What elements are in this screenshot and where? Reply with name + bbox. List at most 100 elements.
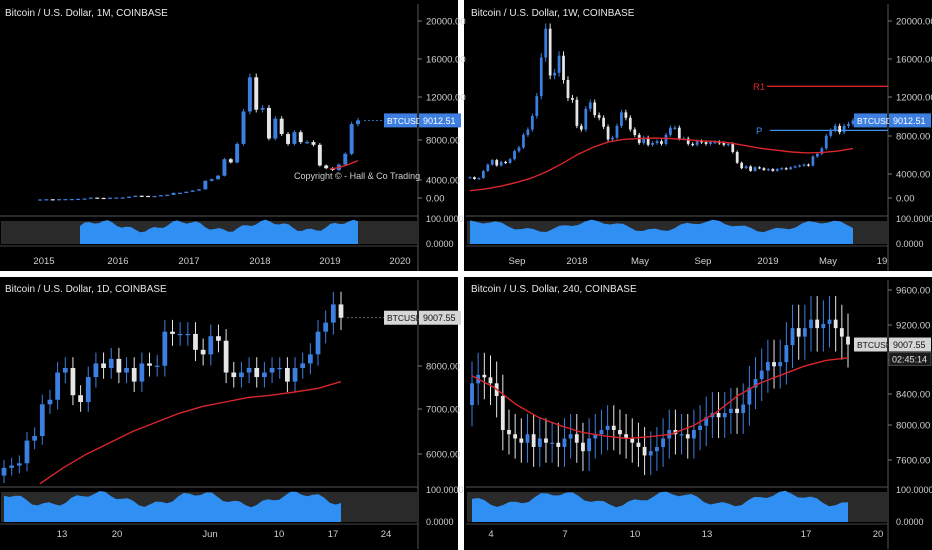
price-tick-label: 0.00: [426, 194, 445, 205]
candle: [593, 434, 598, 439]
price-tick-label: 8000.00: [896, 421, 930, 432]
price-tag-value: 9007.55: [423, 313, 456, 323]
candle: [790, 328, 795, 346]
candle: [300, 363, 306, 368]
oscillator-area: [470, 219, 853, 244]
oscillator-tick-top: 100.0000: [426, 214, 464, 224]
candle: [101, 363, 106, 368]
candle: [305, 142, 310, 144]
candle: [842, 125, 846, 133]
candle: [685, 434, 690, 439]
candle: [758, 167, 761, 169]
price-tick-label: 7600.00: [896, 456, 930, 467]
candle: [618, 429, 622, 435]
candle: [235, 143, 240, 163]
candle: [162, 331, 168, 366]
price-tag: [889, 113, 931, 128]
candle: [581, 442, 585, 452]
candle: [222, 159, 227, 176]
price-tick-label: 12000.00: [896, 93, 932, 104]
candle: [789, 167, 793, 170]
candle: [32, 436, 38, 441]
candle: [88, 197, 93, 199]
candle: [807, 164, 810, 166]
candle: [473, 177, 476, 179]
candle: [507, 429, 511, 435]
candle: [749, 166, 752, 171]
price-tag-value: 9007.55: [893, 340, 926, 350]
price-tick-label: 8000.00: [426, 136, 460, 147]
candle: [133, 195, 138, 197]
candle: [317, 144, 322, 166]
candle: [24, 440, 30, 464]
candle: [513, 434, 518, 439]
candle: [323, 322, 329, 332]
time-tick-label: 2015: [33, 256, 54, 267]
candle: [47, 399, 53, 405]
candle: [767, 169, 770, 171]
candle: [273, 118, 278, 139]
candle: [139, 195, 144, 197]
candle: [292, 132, 297, 144]
candle: [588, 102, 592, 109]
chart-panel-1[interactable]: Bitcoin / U.S. Dollar, 1M, COINBASE 20000…: [0, 4, 466, 271]
price-tick-label: 6000.00: [426, 450, 460, 461]
candle: [642, 137, 646, 143]
chart-panel-2[interactable]: Bitcoin / U.S. Dollar, 1W, COINBASE 20000…: [466, 4, 932, 271]
chart-panel-4[interactable]: Bitcoin / U.S. Dollar, 240, COINBASE 9600…: [466, 280, 932, 549]
candle: [718, 142, 721, 144]
candle: [611, 137, 614, 140]
candle: [239, 372, 244, 378]
time-tick-label: 17: [328, 529, 339, 540]
candle: [57, 199, 62, 201]
candle: [575, 99, 579, 126]
candle: [829, 130, 833, 136]
candle: [838, 125, 842, 133]
candle: [70, 367, 76, 396]
candle: [147, 363, 152, 366]
panel-divider-horizontal: [0, 271, 932, 277]
candle: [171, 192, 176, 195]
countdown-value: 02:45:14: [892, 355, 927, 365]
candle: [722, 413, 727, 418]
price-tick-label: 8000.00: [426, 362, 460, 373]
candle: [499, 161, 503, 166]
price-tick-label: 9600.00: [896, 286, 930, 297]
candle: [124, 367, 129, 373]
oscillator-tick-top: 100.0000: [896, 485, 932, 495]
candle: [537, 438, 542, 447]
candle: [216, 336, 221, 341]
candle: [655, 141, 659, 143]
candle: [513, 151, 516, 160]
candle: [615, 125, 619, 138]
candle: [50, 199, 55, 201]
chart-panel-3[interactable]: Bitcoin / U.S. Dollar, 1D, COINBASE9000.…: [0, 280, 464, 549]
price-tag: [419, 310, 461, 325]
candle: [824, 135, 828, 149]
time-tick-label: 24: [381, 529, 392, 540]
candle: [611, 425, 616, 430]
candle: [759, 370, 764, 380]
candle: [177, 333, 183, 336]
candle: [146, 195, 151, 198]
candle: [655, 446, 659, 452]
candle: [262, 372, 267, 378]
candle: [517, 147, 521, 152]
candle: [69, 198, 74, 201]
time-tick-label: Jun: [202, 529, 217, 540]
candle: [728, 408, 733, 414]
candle: [349, 124, 354, 154]
candle: [593, 102, 597, 116]
candle: [566, 80, 570, 98]
candle: [673, 127, 677, 129]
time-tick-label: 17: [801, 529, 812, 540]
candle: [811, 156, 815, 166]
price-tick-label: 9200.00: [896, 321, 930, 332]
candle: [55, 372, 60, 400]
price-tag: [889, 337, 931, 352]
price-tick-label: 8400.00: [896, 390, 930, 401]
oscillator-pane: 100.0000 0.0000: [467, 485, 932, 527]
candle: [530, 116, 534, 130]
candle: [254, 367, 260, 378]
price-tag-value: 9012.51: [423, 116, 456, 126]
